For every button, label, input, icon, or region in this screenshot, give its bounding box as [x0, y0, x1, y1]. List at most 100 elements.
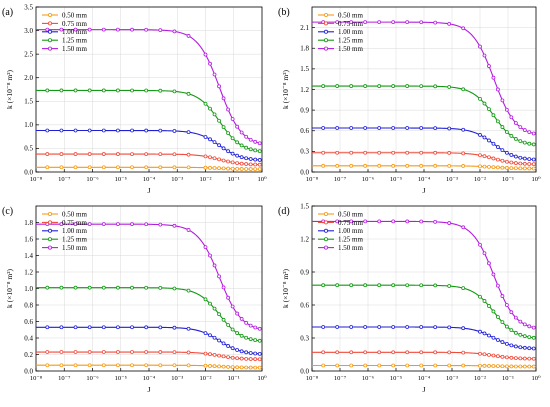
- data-point: [144, 165, 149, 170]
- data-point: [522, 334, 527, 339]
- data-point: [87, 325, 92, 330]
- data-point: [478, 329, 482, 334]
- data-point: [513, 330, 518, 335]
- data-point: [377, 126, 382, 130]
- data-point: [230, 346, 235, 351]
- data-point: [158, 363, 163, 368]
- data-point: [230, 136, 235, 141]
- data-point: [487, 138, 491, 143]
- data-point: [405, 126, 410, 130]
- data-point: [482, 331, 487, 336]
- legend-marker: [323, 211, 328, 216]
- data-point: [217, 118, 221, 123]
- y-tick-label: 0.6: [300, 301, 309, 309]
- data-point: [253, 365, 258, 370]
- data-point: [349, 163, 354, 168]
- data-point: [391, 325, 396, 329]
- x-tick-label: 10⁻⁶: [86, 375, 98, 382]
- data-point: [116, 88, 120, 93]
- data-point: [239, 349, 244, 354]
- data-point: [87, 363, 92, 368]
- data-point: [158, 286, 163, 290]
- data-point: [363, 126, 368, 130]
- data-point: [363, 219, 368, 224]
- data-point: [482, 299, 487, 303]
- data-point: [335, 20, 340, 25]
- y-tick-label: 0.6: [300, 127, 309, 135]
- data-point: [491, 75, 496, 80]
- data-point: [244, 320, 249, 325]
- data-point: [531, 364, 536, 369]
- data-point: [405, 363, 410, 368]
- data-point: [335, 163, 340, 168]
- data-point: [509, 343, 514, 348]
- data-point: [212, 166, 217, 170]
- data-point: [45, 325, 50, 330]
- data-point: [321, 283, 326, 288]
- data-point: [130, 165, 134, 170]
- x-tick-label: 10⁻⁸: [306, 375, 319, 382]
- legend-marker: [48, 237, 53, 242]
- data-point: [45, 350, 50, 354]
- data-point: [496, 145, 500, 149]
- data-point: [253, 167, 258, 172]
- data-point: [212, 112, 217, 117]
- data-point: [349, 20, 354, 25]
- data-point: [433, 219, 438, 224]
- data-point: [531, 131, 536, 136]
- data-point: [257, 365, 262, 370]
- x-tick-label: 10⁰: [257, 375, 267, 382]
- data-point: [491, 353, 496, 358]
- data-point: [244, 356, 249, 361]
- data-point: [257, 149, 262, 154]
- data-point: [217, 166, 221, 171]
- legend-label: 0.75 mm: [62, 20, 87, 28]
- data-point: [101, 165, 106, 170]
- data-point: [73, 325, 78, 330]
- legend-label: 1.25 mm: [338, 236, 363, 244]
- data-point: [419, 20, 424, 25]
- y-tick-label: 3.0: [24, 27, 33, 35]
- data-point: [158, 350, 163, 354]
- data-point: [513, 137, 518, 141]
- data-point: [500, 340, 505, 344]
- data-point: [239, 356, 244, 361]
- data-point: [248, 137, 253, 142]
- data-point: [203, 101, 208, 106]
- x-tick-label: 10⁻⁵: [115, 176, 127, 183]
- x-tick-label: 10⁰: [531, 375, 541, 382]
- data-point: [377, 163, 382, 168]
- data-point: [504, 166, 509, 170]
- data-point: [391, 126, 396, 130]
- data-point: [487, 164, 491, 169]
- data-point: [513, 154, 518, 159]
- data-point: [248, 147, 253, 152]
- data-point: [116, 350, 120, 354]
- data-point: [321, 163, 326, 168]
- data-point: [208, 106, 212, 111]
- data-point: [221, 341, 226, 346]
- legend-label: 1.25 mm: [62, 37, 87, 45]
- data-point: [144, 88, 149, 93]
- data-point: [186, 228, 191, 232]
- data-point: [144, 128, 149, 133]
- legend-label: 1.00 mm: [62, 28, 87, 36]
- chart-panel: 0.0 0.3 0.6 0.9 1.2 1.5 10⁻⁸ 10⁻⁷ 10⁻⁶ 10⁻⁵ 10⁻⁴ 10…: [278, 202, 541, 394]
- data-point: [405, 350, 410, 355]
- data-point: [500, 158, 505, 163]
- data-point: [349, 283, 354, 288]
- legend-label: 1.00 mm: [338, 227, 363, 235]
- data-point: [59, 27, 64, 32]
- data-point: [59, 285, 64, 290]
- data-point: [447, 85, 452, 89]
- data-point: [217, 143, 221, 148]
- data-point: [500, 165, 505, 170]
- data-point: [45, 285, 50, 290]
- data-point: [504, 159, 509, 164]
- y-tick-label: 1.2: [300, 86, 309, 94]
- data-point: [491, 272, 496, 277]
- data-point: [500, 125, 505, 129]
- data-point: [482, 164, 487, 169]
- data-point: [244, 134, 249, 139]
